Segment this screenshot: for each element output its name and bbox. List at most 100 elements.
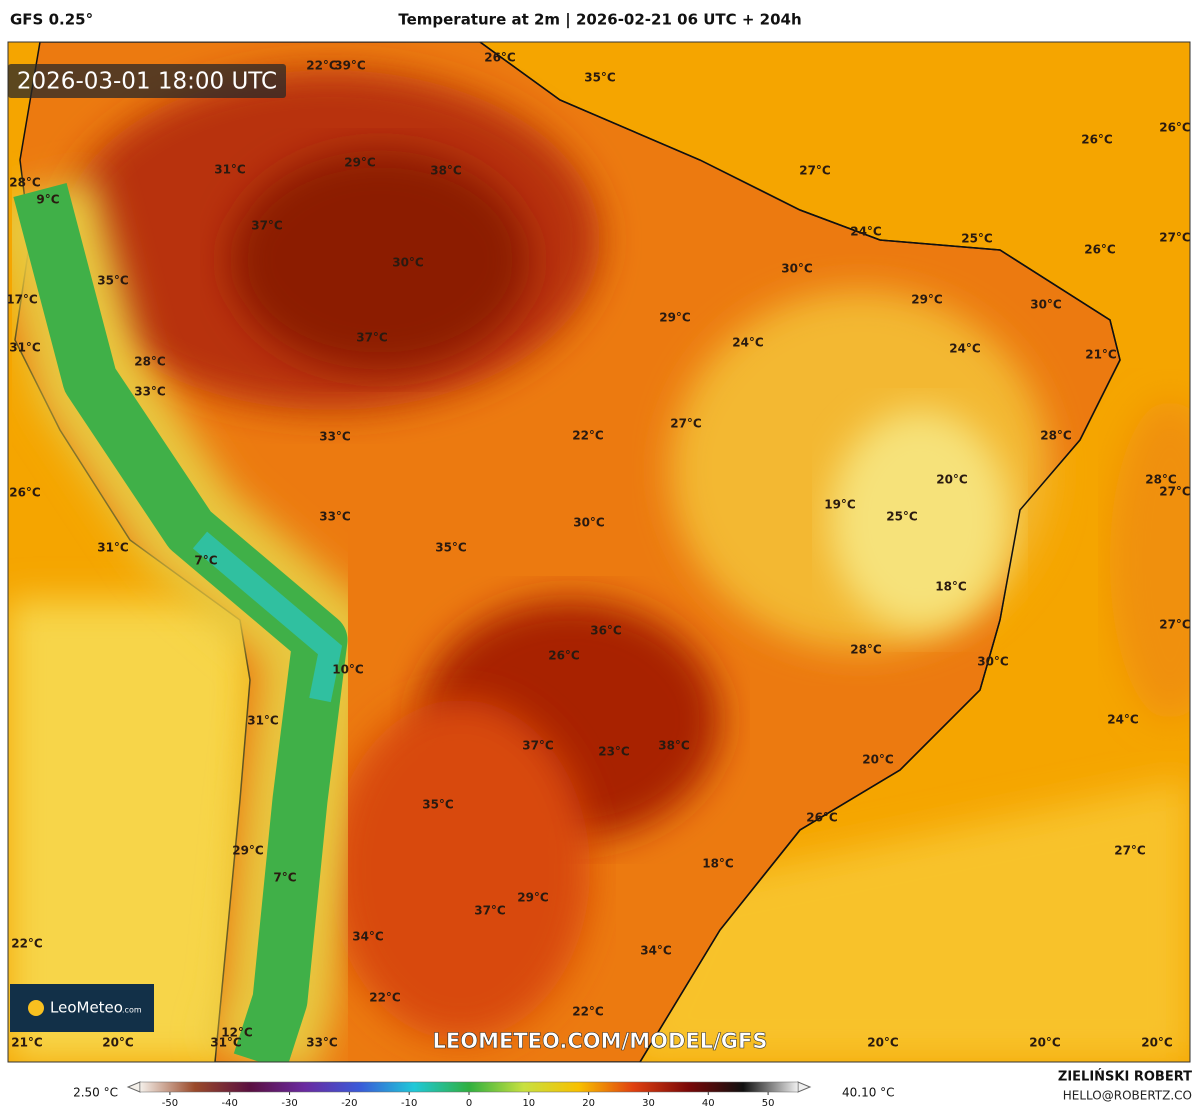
colorbar-tick-label: 30: [642, 1098, 655, 1108]
temperature-label: 21°C: [1085, 348, 1117, 362]
contact: HELLO@ROBERTZ.CO: [1063, 1089, 1192, 1103]
temperature-label: 35°C: [97, 274, 129, 288]
temperature-label: 27°C: [1159, 231, 1191, 245]
colorbar-gradient: [139, 1081, 799, 1093]
ocean-warm: [1110, 400, 1190, 720]
colorbar: -50 -40 -30 -20 -10 0 10 20 30 40 50: [126, 1081, 812, 1108]
temperature-label: 29°C: [911, 293, 943, 307]
temperature-label: 20°C: [102, 1036, 134, 1050]
temperature-label: 31°C: [9, 341, 41, 355]
map-frame: [7, 41, 1191, 1063]
cool-zone: [830, 410, 1010, 630]
temperature-label: 18°C: [702, 857, 734, 871]
temperature-label: 26°C: [9, 486, 41, 500]
colorbar-tick-label: -50: [162, 1098, 178, 1108]
temperature-label: 18°C: [935, 580, 967, 594]
temperature-label: 39°C: [334, 59, 366, 73]
temperature-label: 37°C: [251, 219, 283, 233]
temperature-label: 31°C: [214, 163, 246, 177]
temperature-label: 34°C: [640, 944, 672, 958]
temperature-label: 23°C: [598, 745, 630, 759]
colorbar-tick-label: 10: [522, 1098, 535, 1108]
model-name: GFS 0.25°: [10, 11, 93, 29]
temperature-label: 22°C: [572, 1005, 604, 1019]
temperature-label: 28°C: [9, 176, 41, 190]
colorbar-tick-label: 40: [702, 1098, 715, 1108]
temperature-label: 30°C: [1030, 298, 1062, 312]
temperature-label: 10°C: [332, 663, 364, 677]
temperature-label: 28°C: [1040, 429, 1072, 443]
temperature-label: 20°C: [1029, 1036, 1061, 1050]
temperature-label: 7°C: [273, 871, 296, 885]
temperature-label: 26°C: [1084, 243, 1116, 257]
logo: LeoMeteo .com: [10, 984, 154, 1032]
temperature-label: 25°C: [886, 510, 918, 524]
logo-sun: [28, 1000, 44, 1016]
temperature-label: 31°C: [247, 714, 279, 728]
temperature-label: 37°C: [522, 739, 554, 753]
temperature-label: 33°C: [319, 510, 351, 524]
temperature-label: 24°C: [850, 225, 882, 239]
temperature-label: 22°C: [11, 937, 43, 951]
temperature-label: 38°C: [430, 164, 462, 178]
temperature-label: 27°C: [670, 417, 702, 431]
temperature-label: 26°C: [1159, 121, 1191, 135]
colorbar-tick-label: 0: [466, 1098, 472, 1108]
temperature-label: 36°C: [590, 624, 622, 638]
temperature-label: 21°C: [11, 1036, 43, 1050]
temperature-label: 29°C: [659, 311, 691, 325]
temperature-label: 22°C: [369, 991, 401, 1005]
colorbar-tick-label: 50: [762, 1098, 775, 1108]
watermark: LEOMETEO.COM/MODEL/GFS: [433, 1029, 768, 1053]
temperature-label: 26°C: [484, 51, 516, 65]
time-badge: [8, 64, 286, 98]
temperature-label: 28°C: [1145, 473, 1177, 487]
colorbar-max: 40.10 °C: [842, 1086, 895, 1100]
temperature-label: 34°C: [352, 930, 384, 944]
temperature-label: 31°C: [97, 541, 129, 555]
temperature-label: 12°C: [221, 1026, 253, 1040]
temperature-label: 27°C: [1159, 618, 1191, 632]
temperature-label: 20°C: [862, 753, 894, 767]
temperature-label: 30°C: [781, 262, 813, 276]
temperature-label: 19°C: [824, 498, 856, 512]
temperature-label: 27°C: [1114, 844, 1146, 858]
colorbar-end: [797, 1081, 812, 1093]
land: [8, 42, 1121, 1062]
temperature-label: 9°C: [36, 193, 59, 207]
colorbar-end: [126, 1081, 141, 1093]
temperature-label: 30°C: [573, 516, 605, 530]
temperature-label: 17°C: [6, 293, 38, 307]
colorbar-tick-label: -20: [341, 1098, 357, 1108]
temperature-label: 28°C: [134, 355, 166, 369]
temperature-label: 31°C: [210, 1036, 242, 1050]
temperature-label: 27°C: [799, 164, 831, 178]
temperature-label: 35°C: [422, 798, 454, 812]
temperature-label: 33°C: [134, 385, 166, 399]
chart-title: Temperature at 2m | 2026-02-21 06 UTC + …: [398, 11, 801, 30]
colorbar-tick-label: -30: [281, 1098, 297, 1108]
temperature-label: 37°C: [474, 904, 506, 918]
temperature-label: 24°C: [732, 336, 764, 350]
logo-name: LeoMeteo: [50, 999, 123, 1017]
atlantic-cool: [620, 780, 1190, 1062]
temperature-label: 24°C: [949, 342, 981, 356]
colorbar-tick-label: -10: [401, 1098, 417, 1108]
author: ZIELIŃSKI ROBERT: [1058, 1069, 1192, 1085]
temperature-label: 38°C: [658, 739, 690, 753]
temperature-labels: 22°C39°C26°C35°C26°C26°C29°C38°C31°C 27°C…: [6, 51, 1191, 1050]
valid-time: 2026-03-01 18:00 UTC: [17, 69, 277, 95]
map-area: 22°C39°C26°C35°C26°C26°C29°C38°C31°C 27°C…: [6, 42, 1191, 1062]
hot-zone: [330, 700, 590, 1040]
temperature-label: 35°C: [584, 71, 616, 85]
temperature-label: 24°C: [1107, 713, 1139, 727]
pacific-cool: [8, 600, 250, 1062]
temperature-label: 30°C: [977, 655, 1009, 669]
temperature-label: 29°C: [344, 156, 376, 170]
temperature-label: 22°C: [572, 429, 604, 443]
temperature-label: 20°C: [936, 473, 968, 487]
temperature-label: 22°C: [306, 59, 338, 73]
temperature-label: 26°C: [806, 811, 838, 825]
